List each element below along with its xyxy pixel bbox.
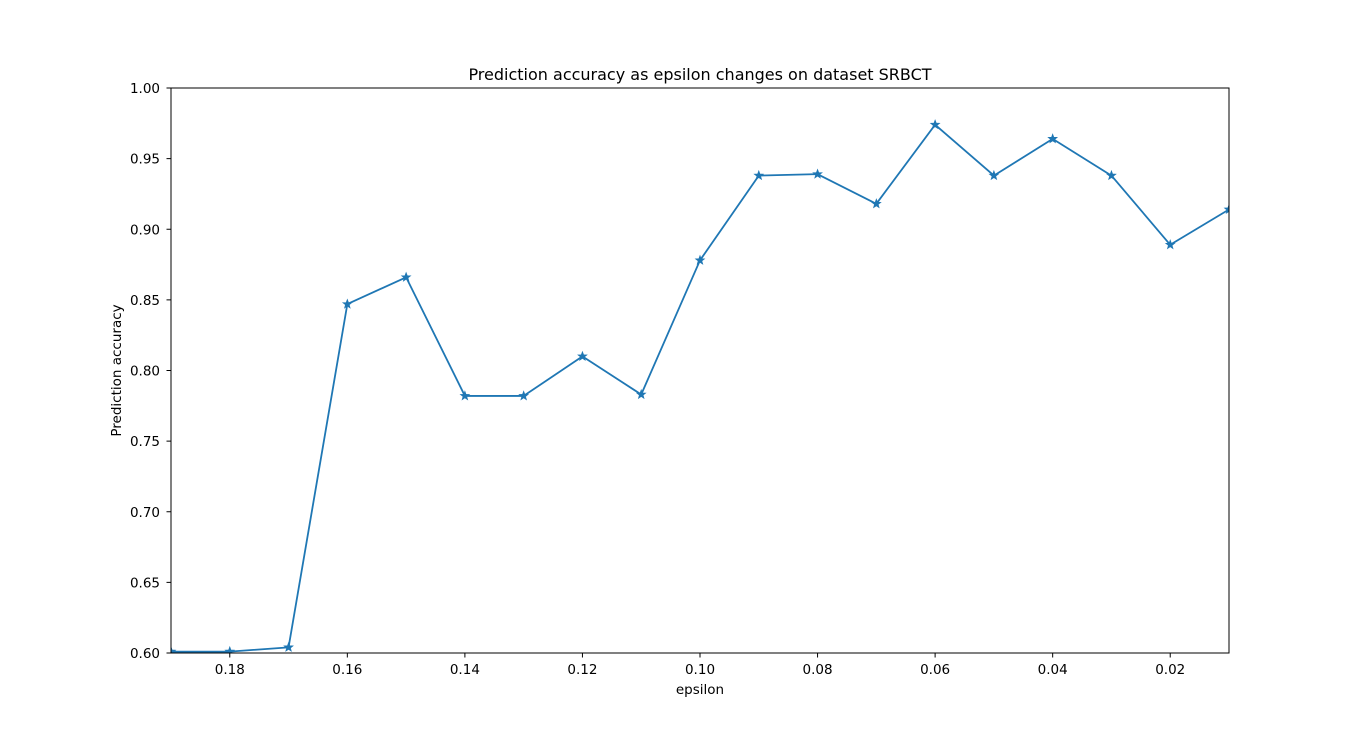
- x-tick-label: 0.14: [450, 662, 480, 678]
- x-tick-label: 0.04: [1038, 662, 1068, 678]
- x-tick-label: 0.16: [332, 662, 362, 678]
- x-tick-label: 0.02: [1155, 662, 1185, 678]
- y-tick-label: 0.75: [130, 434, 160, 450]
- y-tick-label: 1.00: [130, 81, 160, 97]
- y-axis-label: Prediction accuracy: [109, 304, 125, 436]
- x-tick-label: 0.10: [685, 662, 715, 678]
- data-point-star: [459, 390, 471, 401]
- x-tick-label: 0.12: [567, 662, 597, 678]
- y-tick-label: 0.85: [130, 293, 160, 309]
- x-tick-label: 0.06: [920, 662, 950, 678]
- y-tick-label: 0.80: [130, 364, 160, 380]
- y-tick-label: 0.95: [130, 152, 160, 168]
- chart-title: Prediction accuracy as epsilon changes o…: [468, 65, 931, 84]
- data-point-star: [400, 271, 412, 282]
- data-point-star: [341, 298, 353, 309]
- data-point-star: [1164, 239, 1176, 250]
- data-point-star: [1106, 169, 1117, 181]
- data-point-star: [694, 254, 706, 265]
- y-tick-label: 0.70: [130, 505, 160, 521]
- data-point-star: [812, 168, 823, 179]
- x-axis-ticks: 0.18 0.16 0.14 0.12 0.10 0.08 0.06 0.04 0.02: [215, 653, 1185, 678]
- data-point-star: [870, 198, 882, 209]
- data-point-star: [283, 641, 294, 652]
- data-point-star: [635, 388, 647, 400]
- data-point-star: [753, 169, 765, 181]
- y-axis-ticks: 0.60 0.65 0.70 0.75 0.80 0.85 0.90 0.95 1.00: [130, 81, 171, 662]
- y-tick-label: 0.65: [130, 575, 160, 591]
- data-point-star: [171, 645, 177, 653]
- plot-frame: [170, 87, 1230, 654]
- data-point-star: [929, 119, 941, 130]
- y-tick-label: 0.60: [130, 646, 160, 662]
- data-point-star: [1047, 133, 1059, 144]
- data-point-star: [1223, 203, 1229, 215]
- series-group: [171, 119, 1229, 653]
- data-point-star: [988, 169, 1000, 181]
- data-point-star: [518, 390, 530, 401]
- y-tick-label: 0.90: [130, 222, 160, 238]
- data-point-star: [224, 645, 236, 653]
- x-tick-label: 0.18: [215, 662, 245, 678]
- data-point-star: [577, 350, 588, 361]
- series-line: [171, 123, 1229, 653]
- x-tick-label: 0.08: [803, 662, 833, 678]
- x-axis-label: epsilon: [676, 682, 724, 698]
